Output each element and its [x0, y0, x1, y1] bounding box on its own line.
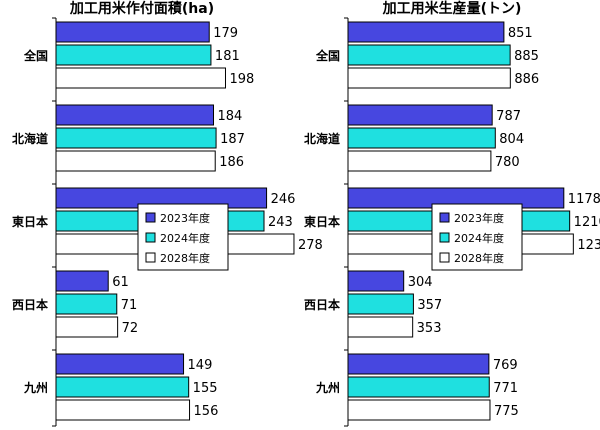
data-label-hokkaido-2023: 184 [218, 109, 243, 124]
data-label-hokkaido-2028: 186 [219, 155, 244, 170]
legend: 2023年度 2024年度 2028年度 [431, 203, 523, 271]
category-label-zenkoku: 全国 [315, 48, 340, 63]
bar-zenkoku-2024 [347, 44, 511, 66]
bar-nishi-nihon-2023 [347, 270, 405, 292]
bar-hokkaido-2028 [55, 150, 216, 172]
category-label-higashi-nihon: 東日本 [12, 214, 48, 229]
data-label-higashi-nihon-2028: 278 [298, 238, 323, 253]
category-label-kyushu: 九州 [315, 380, 340, 395]
bar-hokkaido-2024 [347, 127, 496, 149]
data-label-higashi-nihon-2024: 243 [268, 215, 293, 230]
data-label-kyushu-2024: 155 [193, 381, 218, 396]
category-label-zenkoku: 全国 [23, 48, 48, 63]
category-group-zenkoku: 179 181 198 全国 [23, 21, 254, 89]
legend-swatch-2024 [145, 232, 156, 243]
bar-nishi-nihon-2028 [55, 316, 119, 338]
data-label-nishi-nihon-2024: 71 [121, 298, 138, 313]
category-label-kyushu: 九州 [23, 380, 48, 395]
legend-label-2028: 2028年度 [160, 251, 210, 265]
chart-title: 加工用米作付面積(ha) [69, 0, 214, 17]
bar-hokkaido-2023 [347, 104, 493, 126]
data-label-nishi-nihon-2023: 61 [112, 275, 129, 290]
bar-kyushu-2023 [347, 353, 490, 375]
category-group-nishi-nihon: 61 71 72 西日本 [12, 270, 139, 338]
bar-kyushu-2028 [347, 399, 491, 421]
bar-zenkoku-2028 [55, 67, 226, 89]
data-label-nishi-nihon-2028: 353 [417, 321, 442, 336]
bar-zenkoku-2028 [347, 67, 511, 89]
category-label-hokkaido: 北海道 [12, 131, 48, 146]
bar-hokkaido-2028 [347, 150, 492, 172]
data-label-kyushu-2028: 775 [494, 404, 519, 419]
data-label-hokkaido-2024: 187 [220, 132, 245, 147]
legend-swatch-2023 [439, 212, 450, 223]
bar-nishi-nihon-2024 [55, 293, 118, 315]
data-label-nishi-nihon-2024: 357 [417, 298, 442, 313]
category-label-nishi-nihon: 西日本 [304, 297, 340, 312]
category-group-kyushu: 769 771 775 九州 [315, 353, 519, 421]
category-group-zenkoku: 851 885 886 全国 [315, 21, 539, 89]
bar-kyushu-2024 [347, 376, 490, 398]
data-label-zenkoku-2024: 885 [514, 49, 539, 64]
data-label-higashi-nihon-2024: 1210 [574, 215, 600, 230]
chart-title: 加工用米生産量(トン) [382, 0, 522, 17]
legend-label-2028: 2028年度 [454, 251, 504, 265]
category-label-nishi-nihon: 西日本 [12, 297, 48, 312]
category-label-hokkaido: 北海道 [304, 131, 340, 146]
legend-label-2024: 2024年度 [160, 231, 210, 245]
bar-zenkoku-2024 [55, 44, 212, 66]
category-group-kyushu: 149 155 156 九州 [23, 353, 219, 421]
data-label-zenkoku-2028: 198 [229, 72, 254, 87]
category-group-nishi-nihon: 304 357 353 西日本 [304, 270, 442, 338]
bar-kyushu-2024 [55, 376, 190, 398]
bar-nishi-nihon-2024 [347, 293, 414, 315]
chart-panel-2: 加工用米生産量(トン) 851 885 886 全国 787 804 780 北海道 1178 12… [304, 0, 600, 427]
bar-kyushu-2023 [55, 353, 185, 375]
category-group-hokkaido: 184 187 186 北海道 [12, 104, 245, 172]
bar-hokkaido-2023 [55, 104, 215, 126]
legend-swatch-2023 [145, 212, 156, 223]
data-label-kyushu-2023: 769 [493, 358, 518, 373]
bar-zenkoku-2023 [55, 21, 210, 43]
legend: 2023年度 2024年度 2028年度 [137, 203, 229, 271]
data-label-kyushu-2028: 156 [194, 404, 219, 419]
data-label-higashi-nihon-2023: 1178 [568, 192, 600, 207]
data-label-zenkoku-2024: 181 [215, 49, 240, 64]
data-label-kyushu-2024: 771 [493, 381, 518, 396]
bar-zenkoku-2023 [347, 21, 505, 43]
category-label-higashi-nihon: 東日本 [304, 214, 340, 229]
bar-nishi-nihon-2023 [55, 270, 109, 292]
chart-panel-1: 加工用米作付面積(ha) 179 181 198 全国 184 187 186 北海道 246 24… [12, 0, 323, 427]
data-label-zenkoku-2023: 179 [213, 26, 238, 41]
data-label-kyushu-2023: 149 [188, 358, 213, 373]
legend-swatch-2028 [439, 252, 450, 263]
legend-label-2023: 2023年度 [454, 211, 504, 225]
bar-nishi-nihon-2028 [347, 316, 414, 338]
bar-hokkaido-2024 [55, 127, 217, 149]
bar-kyushu-2028 [55, 399, 191, 421]
category-group-hokkaido: 787 804 780 北海道 [304, 104, 524, 172]
data-label-nishi-nihon-2028: 72 [122, 321, 139, 336]
legend-label-2023: 2023年度 [160, 211, 210, 225]
legend-label-2024: 2024年度 [454, 231, 504, 245]
data-label-hokkaido-2023: 787 [496, 109, 521, 124]
legend-swatch-2028 [145, 252, 156, 263]
data-label-higashi-nihon-2023: 246 [271, 192, 296, 207]
data-label-higashi-nihon-2028: 1230 [577, 238, 600, 253]
data-label-hokkaido-2024: 804 [499, 132, 524, 147]
legend-swatch-2024 [439, 232, 450, 243]
data-label-hokkaido-2028: 780 [495, 155, 520, 170]
data-label-nishi-nihon-2023: 304 [408, 275, 433, 290]
data-label-zenkoku-2028: 886 [514, 72, 539, 87]
data-label-zenkoku-2023: 851 [508, 26, 533, 41]
